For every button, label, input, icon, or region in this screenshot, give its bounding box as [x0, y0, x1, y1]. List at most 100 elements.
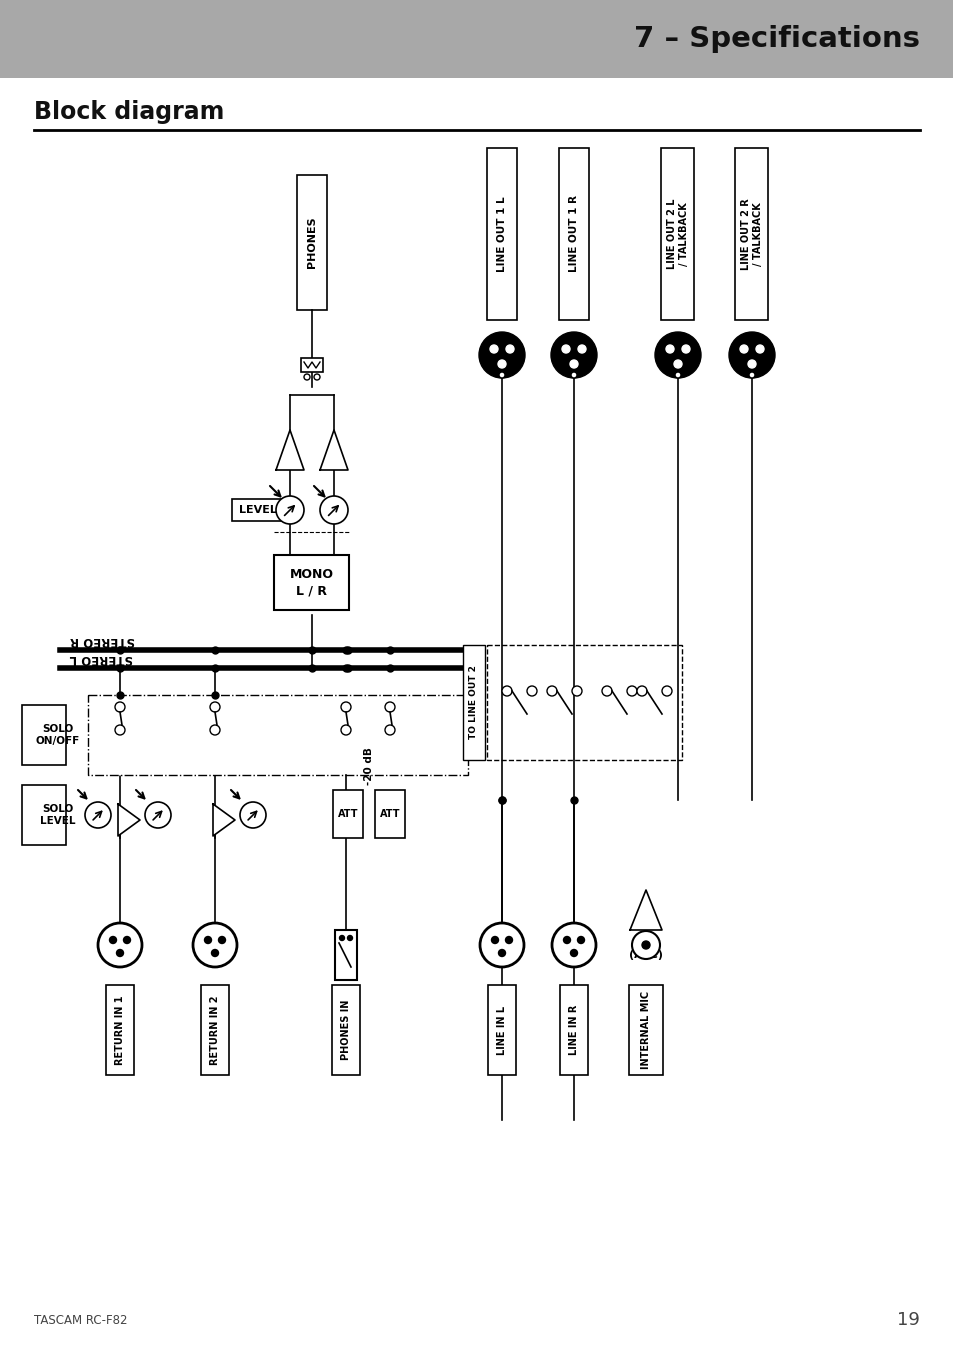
Text: -20 dB: -20 dB	[364, 747, 374, 784]
Bar	[301, 358, 323, 373]
Circle shape	[637, 686, 646, 697]
Circle shape	[385, 725, 395, 734]
Text: ATT: ATT	[337, 809, 358, 819]
Bar	[559, 986, 587, 1075]
Bar	[462, 645, 484, 760]
Circle shape	[385, 702, 395, 711]
Text: (ALC): (ALC)	[628, 950, 662, 960]
Bar	[488, 986, 516, 1075]
Circle shape	[673, 360, 681, 369]
Bar	[296, 176, 327, 310]
Text: ATT: ATT	[379, 809, 400, 819]
Bar	[333, 790, 363, 838]
Text: LINE IN L: LINE IN L	[497, 1006, 506, 1054]
Text: Block diagram: Block diagram	[34, 100, 224, 124]
Circle shape	[123, 937, 131, 944]
Text: PHONES: PHONES	[307, 217, 316, 269]
Circle shape	[546, 686, 557, 697]
Bar	[22, 784, 66, 845]
Circle shape	[661, 686, 671, 697]
Text: TO LINE OUT 2: TO LINE OUT 2	[469, 666, 478, 740]
Circle shape	[681, 346, 689, 352]
Text: INTERNAL MIC: INTERNAL MIC	[640, 991, 650, 1069]
Circle shape	[314, 374, 319, 379]
Circle shape	[571, 373, 577, 378]
Circle shape	[501, 686, 512, 697]
Circle shape	[210, 725, 220, 734]
Circle shape	[631, 931, 659, 958]
Text: SOLO
ON/OFF: SOLO ON/OFF	[36, 724, 80, 747]
Text: 7 – Specifications: 7 – Specifications	[634, 26, 919, 53]
Circle shape	[490, 346, 497, 352]
Circle shape	[675, 373, 680, 378]
Circle shape	[210, 702, 220, 711]
Circle shape	[551, 332, 597, 378]
Bar	[332, 986, 359, 1075]
Circle shape	[498, 949, 505, 957]
Text: MONO
L / R: MONO L / R	[290, 567, 334, 598]
Bar	[735, 148, 768, 320]
Bar	[0, 0, 953, 78]
Circle shape	[755, 346, 763, 352]
Text: LINE OUT 2 L
/ TALKBACK: LINE OUT 2 L / TALKBACK	[666, 198, 688, 269]
Bar	[660, 148, 694, 320]
Circle shape	[740, 346, 747, 352]
Circle shape	[748, 373, 754, 378]
Circle shape	[98, 923, 142, 967]
Bar	[88, 695, 468, 775]
Bar	[486, 148, 517, 320]
Polygon shape	[213, 805, 234, 836]
Circle shape	[218, 937, 225, 944]
Circle shape	[665, 346, 673, 352]
Text: STEREO L: STEREO L	[70, 652, 133, 666]
Circle shape	[275, 495, 304, 524]
Circle shape	[85, 802, 111, 828]
Bar	[232, 500, 284, 521]
Circle shape	[116, 949, 123, 957]
Text: LINE IN R: LINE IN R	[568, 1004, 578, 1056]
Polygon shape	[629, 890, 661, 930]
Circle shape	[340, 702, 351, 711]
Circle shape	[204, 937, 212, 944]
Circle shape	[728, 332, 774, 378]
Bar	[628, 986, 662, 1075]
Text: TASCAM RC-F82: TASCAM RC-F82	[34, 1314, 128, 1327]
Bar	[274, 555, 349, 610]
Circle shape	[570, 949, 577, 957]
Circle shape	[505, 346, 514, 352]
Bar	[375, 790, 405, 838]
Circle shape	[340, 725, 351, 734]
Text: STEREO R: STEREO R	[70, 634, 135, 647]
Circle shape	[110, 937, 116, 944]
Circle shape	[655, 332, 700, 378]
Text: LINE OUT 2 R
/ TALKBACK: LINE OUT 2 R / TALKBACK	[740, 198, 762, 270]
Circle shape	[339, 936, 344, 941]
Circle shape	[572, 686, 581, 697]
Text: LINE OUT 1 L: LINE OUT 1 L	[497, 196, 506, 271]
Polygon shape	[118, 805, 140, 836]
Circle shape	[497, 360, 505, 369]
Circle shape	[115, 702, 125, 711]
Circle shape	[626, 686, 637, 697]
Text: SOLO
LEVEL: SOLO LEVEL	[40, 803, 75, 826]
Circle shape	[491, 937, 498, 944]
Circle shape	[115, 725, 125, 734]
Circle shape	[578, 346, 585, 352]
Circle shape	[561, 346, 569, 352]
Text: PHONES IN: PHONES IN	[340, 1000, 351, 1060]
Circle shape	[747, 360, 755, 369]
Bar	[486, 645, 681, 760]
Circle shape	[601, 686, 612, 697]
Bar	[558, 148, 588, 320]
Polygon shape	[319, 431, 348, 470]
Text: LEVEL: LEVEL	[239, 505, 276, 514]
Text: RETURN IN 2: RETURN IN 2	[210, 995, 220, 1065]
Circle shape	[145, 802, 171, 828]
Text: RETURN IN 1: RETURN IN 1	[115, 995, 125, 1065]
Circle shape	[552, 923, 596, 967]
Circle shape	[577, 937, 584, 944]
Circle shape	[569, 360, 578, 369]
Circle shape	[505, 937, 512, 944]
Text: 19: 19	[896, 1311, 919, 1328]
Bar	[106, 986, 133, 1075]
